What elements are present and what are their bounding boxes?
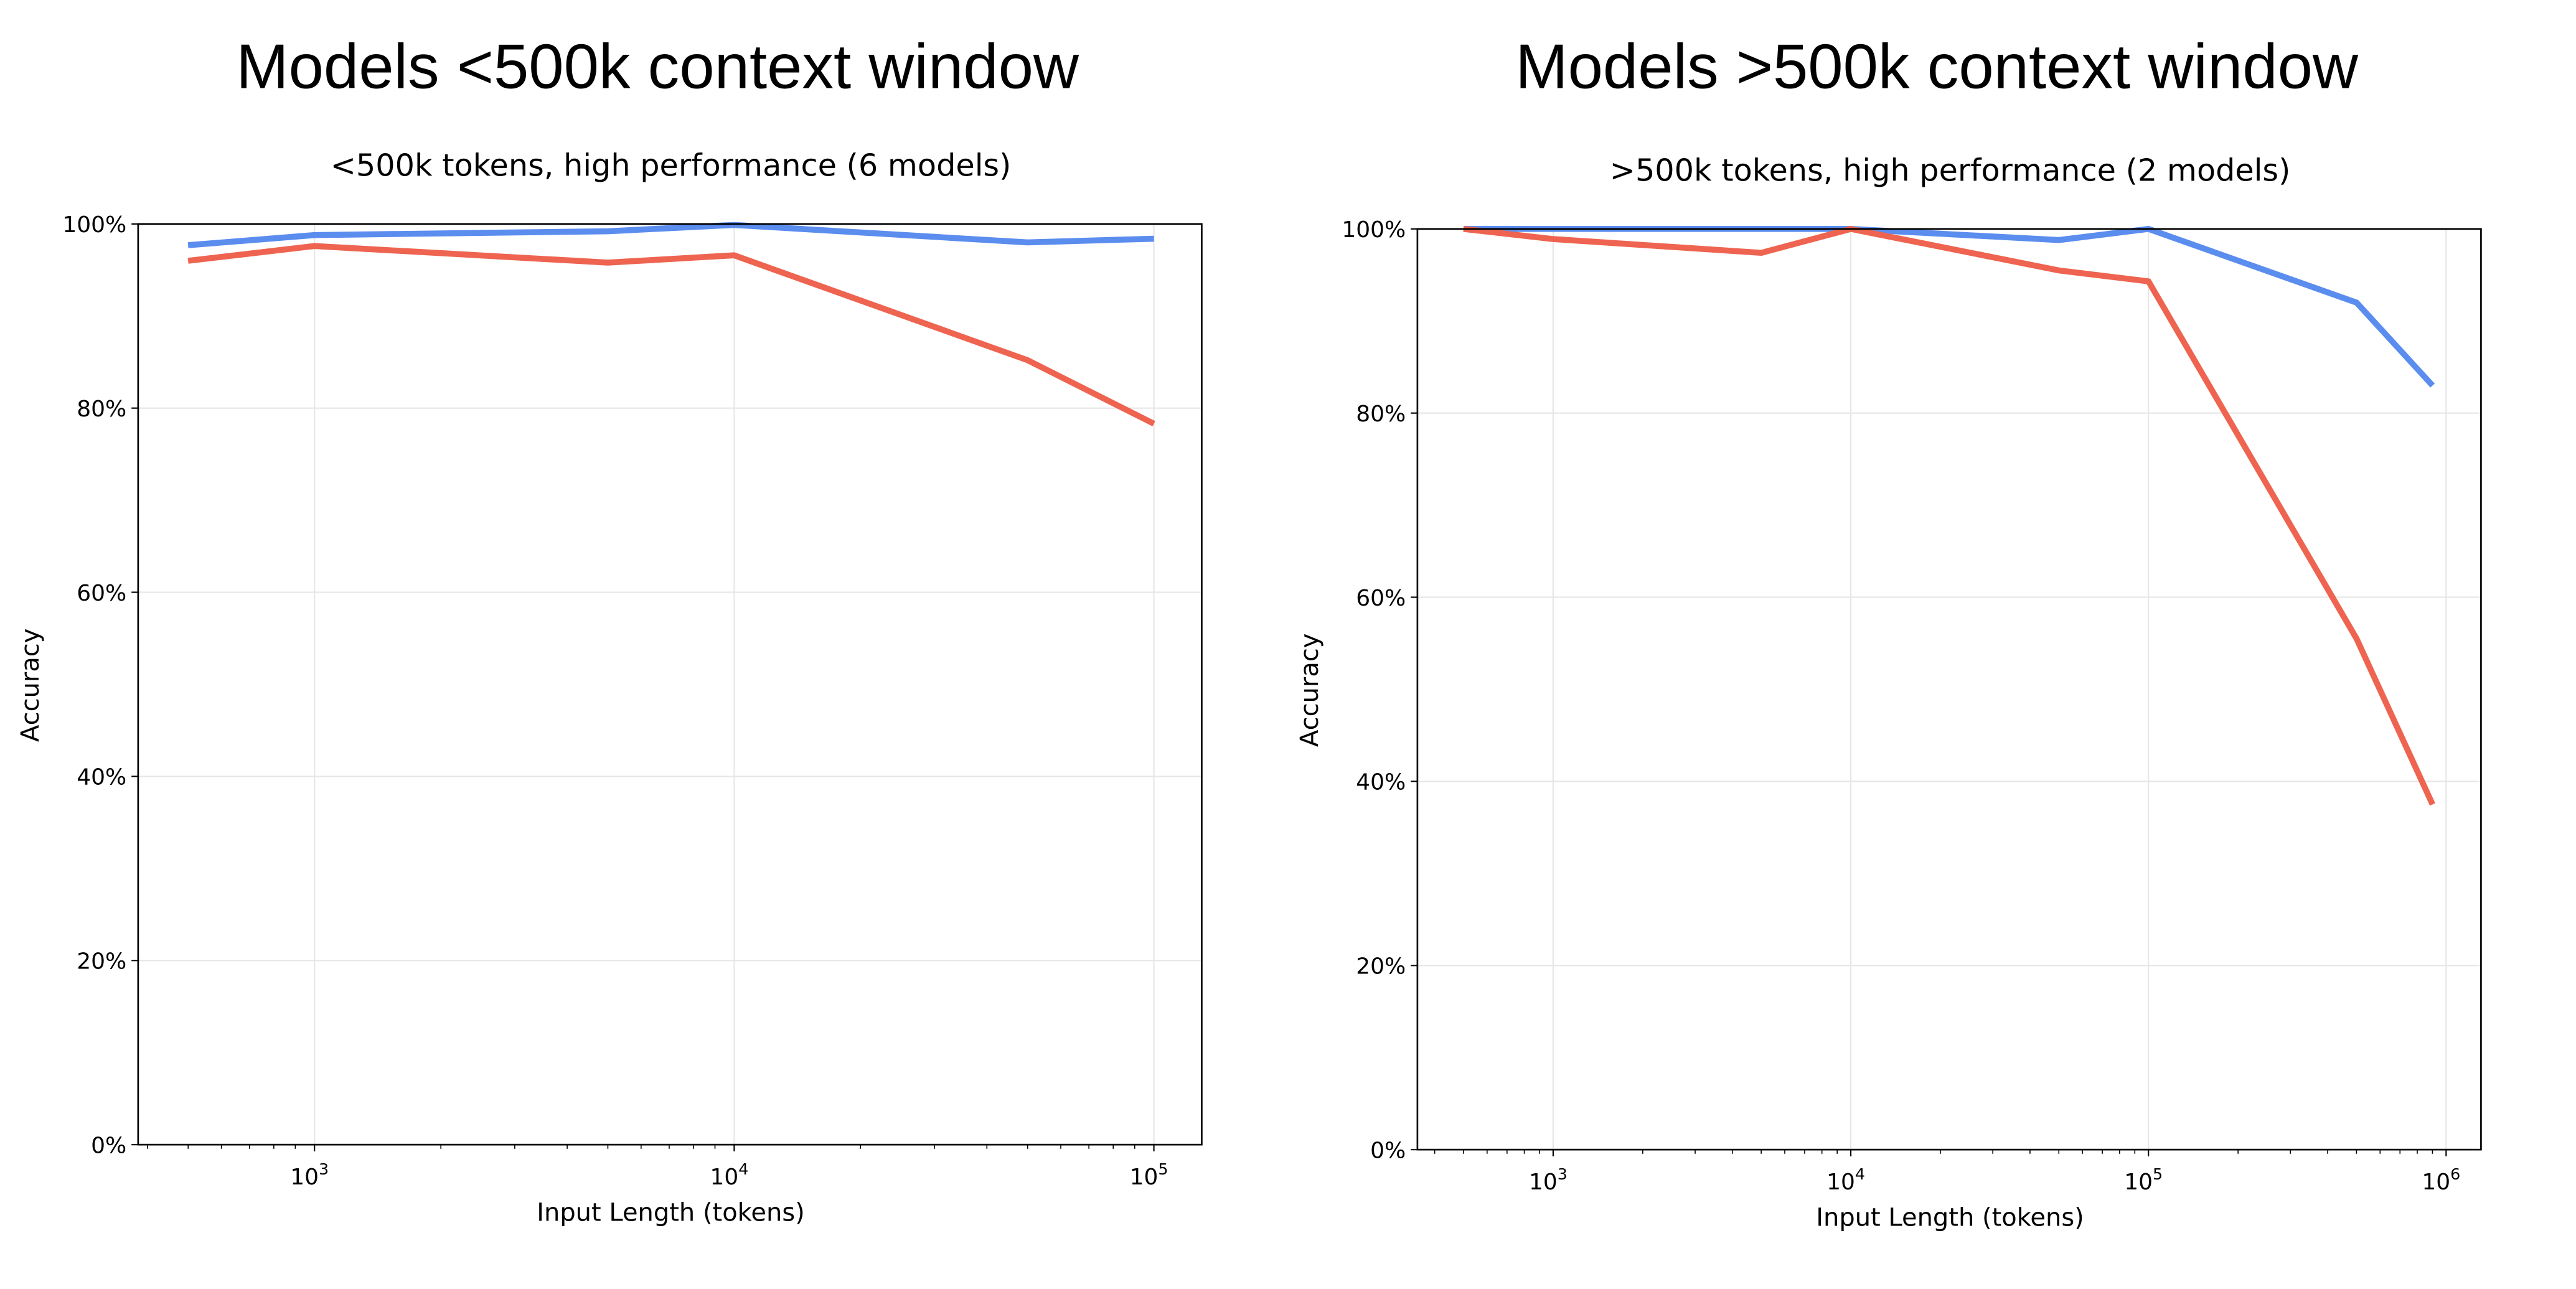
y-tick-label: 80% bbox=[77, 396, 126, 422]
y-tick-label: 0% bbox=[91, 1133, 126, 1158]
x-tick-label: 106 bbox=[2422, 1165, 2460, 1195]
chart-title-right: >500k tokens, high performance (2 models… bbox=[1610, 152, 2291, 189]
y-tick-label: 20% bbox=[1356, 954, 1406, 980]
series-line-1 bbox=[1463, 226, 2435, 388]
y-tick-label: 60% bbox=[77, 581, 126, 606]
panel-title-left: Models <500k context window bbox=[236, 31, 1079, 101]
panel-title-right: Models >500k context window bbox=[1515, 31, 2359, 101]
series-line-1 bbox=[187, 222, 1154, 248]
y-tick-label: 0% bbox=[1370, 1138, 1406, 1163]
x-tick-label: 105 bbox=[2124, 1165, 2163, 1195]
y-tick-label: 40% bbox=[77, 765, 126, 790]
x-tick-label: 104 bbox=[1826, 1165, 1865, 1195]
y-tick-label: 60% bbox=[1356, 586, 1406, 611]
plot-frame bbox=[1416, 228, 2482, 1151]
x-tick-label: 103 bbox=[290, 1160, 329, 1190]
chart-left: 0% 20% 40% 60% 80% 100% 103 104 105 bbox=[62, 212, 1203, 1190]
plot-frame bbox=[137, 223, 1203, 1146]
y-tick-label: 40% bbox=[1356, 770, 1406, 795]
x-axis-label-left: Input Length (tokens) bbox=[537, 1199, 805, 1227]
y-tick-label: 80% bbox=[1356, 401, 1406, 427]
series-line-2 bbox=[1463, 226, 2435, 806]
y-axis-label-left: Accuracy bbox=[16, 629, 45, 742]
x-axis-label-right: Input Length (tokens) bbox=[1816, 1204, 2084, 1232]
x-tick-label: 105 bbox=[1130, 1160, 1168, 1190]
x-tick-label: 103 bbox=[1529, 1165, 1568, 1195]
y-axis-label-right: Accuracy bbox=[1295, 634, 1324, 747]
y-tick-label: 100% bbox=[62, 212, 126, 238]
series-line-2 bbox=[187, 243, 1155, 427]
chart-right: 0% 20% 40% 60% 80% 100% 103 104 105 106 bbox=[1342, 217, 2482, 1195]
x-tick-label: 104 bbox=[710, 1160, 748, 1190]
y-tick-label: 20% bbox=[77, 949, 126, 975]
chart-title-left: <500k tokens, high performance (6 models… bbox=[331, 148, 1012, 184]
y-tick-label: 100% bbox=[1342, 217, 1406, 243]
